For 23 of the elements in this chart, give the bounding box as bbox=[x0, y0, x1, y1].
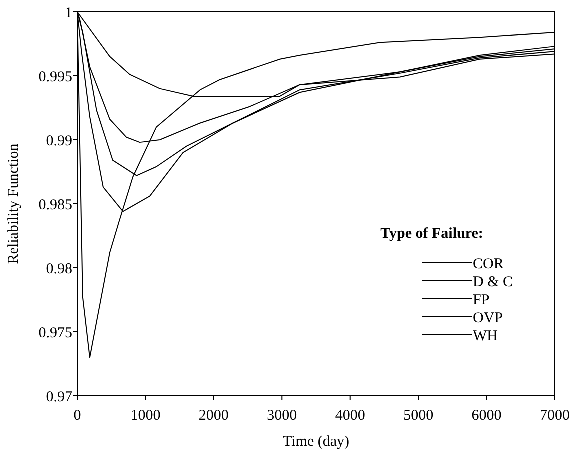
x-axis-title: Time (day) bbox=[282, 434, 350, 450]
legend-label: COR bbox=[473, 256, 504, 272]
x-tick-label: 2000 bbox=[198, 408, 229, 424]
x-tick-label: 5000 bbox=[404, 408, 434, 424]
legend-label: OVP bbox=[473, 310, 504, 326]
x-tick-label: 1000 bbox=[130, 408, 161, 424]
x-tick-label: 3000 bbox=[267, 408, 298, 424]
y-tick-label: 0.99 bbox=[46, 133, 72, 150]
y-tick-label: 1 bbox=[65, 5, 72, 22]
legend-title: Type of Failure: bbox=[380, 226, 484, 242]
x-tick-label: 4000 bbox=[335, 408, 366, 424]
y-tick-label: 0.985 bbox=[38, 197, 72, 214]
legend-label: FP bbox=[473, 292, 490, 308]
y-axis-title: Reliability Function bbox=[6, 143, 22, 264]
legend-label: D & C bbox=[473, 274, 514, 290]
y-tick-label: 0.98 bbox=[46, 261, 72, 278]
y-tick-label: 0.975 bbox=[38, 325, 72, 342]
x-tick-label: 0 bbox=[74, 408, 82, 424]
y-tick-label: 0.995 bbox=[38, 69, 72, 86]
x-tick-label: 7000 bbox=[540, 408, 570, 424]
x-tick-label: 6000 bbox=[472, 408, 502, 424]
legend-label: WH bbox=[473, 328, 498, 344]
y-tick-label: 0.97 bbox=[46, 389, 73, 406]
